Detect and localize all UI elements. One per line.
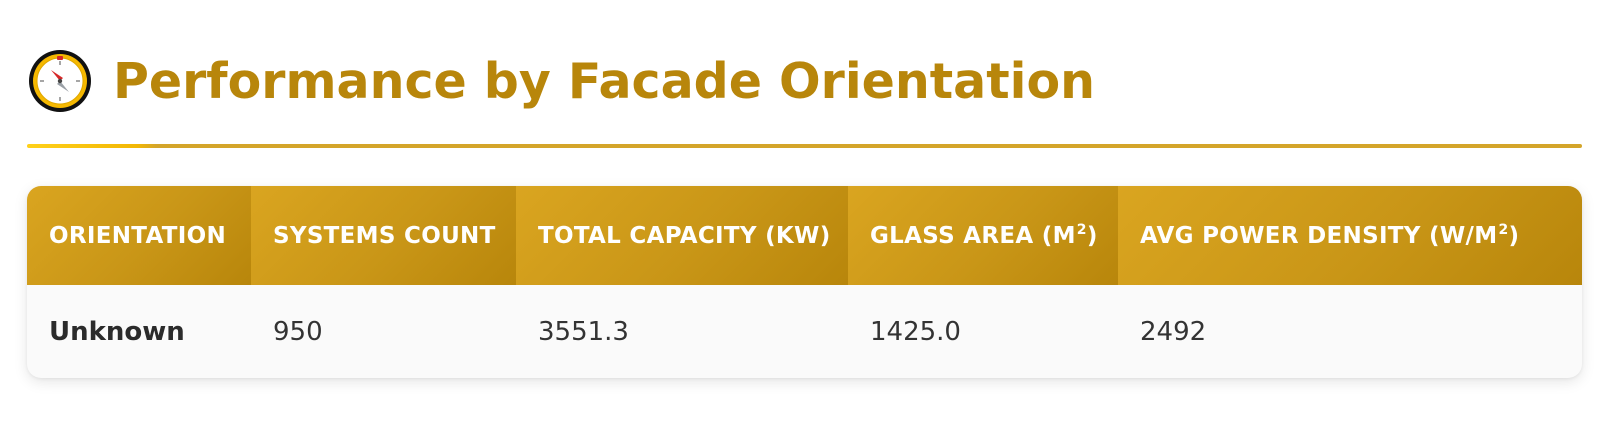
table-row: Unknown 950 3551.3 1425.0 2492 (27, 285, 1582, 378)
cell-orientation: Unknown (49, 316, 185, 347)
compass-icon (29, 50, 91, 112)
column-header-systems-count[interactable]: SYSTEMS COUNT (251, 186, 516, 285)
table-header-row: ORIENTATION SYSTEMS COUNT TOTAL CAPACITY… (27, 186, 1582, 285)
table-body: Unknown 950 3551.3 1425.0 2492 (27, 285, 1582, 378)
superscript-two: 2 (1076, 222, 1087, 238)
cell-avg-power-density: 2492 (1140, 316, 1207, 347)
page-title: Performance by Facade Orientation (113, 52, 1096, 110)
superscript-two: 2 (1498, 222, 1509, 238)
column-header-total-capacity[interactable]: TOTAL CAPACITY (KW) (516, 186, 848, 285)
column-header-avg-power-density[interactable]: AVG POWER DENSITY (W/M2) (1118, 186, 1582, 285)
cell-total-capacity: 3551.3 (538, 316, 629, 347)
orientation-table: ORIENTATION SYSTEMS COUNT TOTAL CAPACITY… (27, 186, 1582, 378)
title-divider (27, 144, 1582, 148)
column-header-glass-area[interactable]: GLASS AREA (M2) (848, 186, 1118, 285)
table-header: ORIENTATION SYSTEMS COUNT TOTAL CAPACITY… (27, 186, 1582, 285)
cell-glass-area: 1425.0 (870, 316, 961, 347)
section-header: Performance by Facade Orientation (27, 44, 1095, 118)
column-header-orientation[interactable]: ORIENTATION (27, 186, 251, 285)
cell-systems-count: 950 (273, 316, 323, 347)
orientation-table-card: ORIENTATION SYSTEMS COUNT TOTAL CAPACITY… (27, 186, 1582, 378)
